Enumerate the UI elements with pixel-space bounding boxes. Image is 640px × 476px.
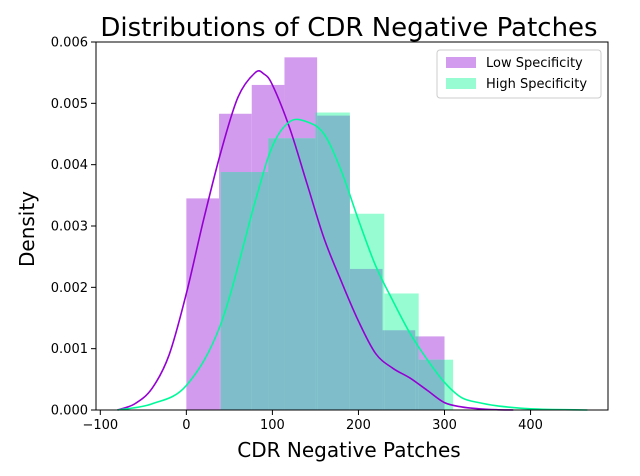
bar-overlap-9 <box>382 330 385 410</box>
bar-overlap-3 <box>251 172 269 410</box>
bars-high-specificity <box>220 112 454 411</box>
bar-overlap-6 <box>315 112 318 411</box>
x-tick-label: 200 <box>346 418 371 433</box>
kde-lines <box>117 70 588 411</box>
x-tick-label: −100 <box>82 418 118 433</box>
bar-low-0 <box>186 198 220 410</box>
x-tick-label: 300 <box>432 418 457 433</box>
x-axis-ticks: −100 0 100 200 300 400 <box>82 410 543 433</box>
legend-swatch-high-specificity <box>446 78 476 89</box>
y-tick-label: 0.004 <box>51 158 88 173</box>
y-tick-label: 0.002 <box>51 281 88 296</box>
bar-overlap-5 <box>284 138 316 410</box>
y-axis-title: Density <box>15 191 39 267</box>
y-tick-label: 0.001 <box>51 342 88 357</box>
kde-line-high-specificity <box>117 118 588 411</box>
bar-overlap-2 <box>220 172 252 410</box>
chart-title: Distributions of CDR Negative Patches <box>100 13 597 43</box>
bar-overlap-11 <box>415 336 419 410</box>
x-tick-label: 0 <box>182 418 190 433</box>
legend: Low Specificity High Specificity <box>436 49 602 99</box>
y-tick-label: 0.000 <box>51 404 88 419</box>
x-tick-label: 100 <box>260 418 285 433</box>
y-tick-label: 0.006 <box>51 36 88 51</box>
legend-label-low-specificity: Low Specificity <box>486 56 583 71</box>
bar-overlap-10 <box>384 330 416 410</box>
x-tick-label: 400 <box>518 418 543 433</box>
kde-line-low-specificity <box>117 70 514 411</box>
legend-label-high-specificity: High Specificity <box>486 77 587 92</box>
bar-overlap-4 <box>268 138 285 410</box>
x-axis-title: CDR Negative Patches <box>237 438 460 462</box>
y-axis-ticks: 0.000 0.001 0.002 0.003 0.004 0.005 0.006 <box>51 36 96 419</box>
legend-swatch-low-specificity <box>446 57 476 68</box>
bar-overlap-12 <box>418 359 445 410</box>
y-tick-label: 0.003 <box>51 220 88 235</box>
y-tick-label: 0.005 <box>51 97 88 112</box>
bar-overlap-8 <box>349 268 383 410</box>
legend-box <box>436 49 602 99</box>
